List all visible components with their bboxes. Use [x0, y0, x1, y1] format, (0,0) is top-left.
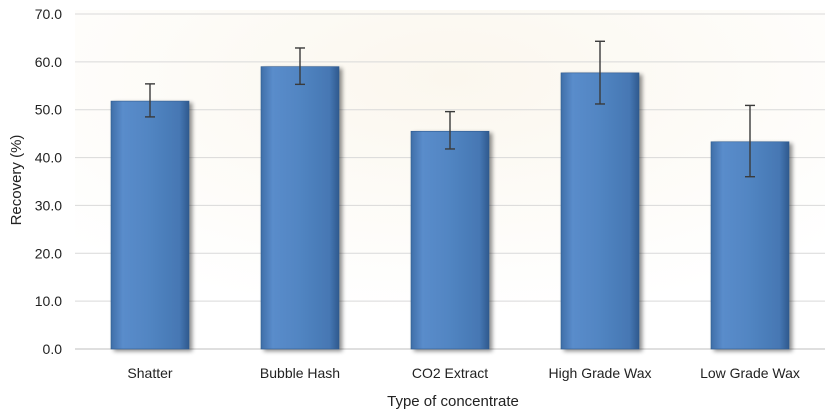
error-bar	[295, 47, 305, 86]
x-tick-label: Shatter	[127, 365, 172, 381]
x-axis-ticks: Shatter Bubble Hash CO2 Extract High Grade …	[127, 365, 800, 381]
bar	[260, 66, 340, 350]
error-bar	[745, 104, 755, 178]
y-axis-ticks: 0.0 10.0 20.0 30.0 40.0 50.0 60.0 70.0	[35, 6, 62, 357]
bar	[560, 72, 640, 350]
bar	[110, 100, 190, 350]
x-tick-label: High Grade Wax	[549, 365, 652, 381]
x-axis-title: Type of concentrate	[387, 393, 519, 410]
y-tick-label: 40.0	[35, 150, 62, 166]
error-bars	[145, 40, 755, 178]
x-tick-label: Low Grade Wax	[700, 365, 800, 381]
error-bar	[595, 40, 605, 105]
error-bar	[445, 110, 455, 150]
bars	[110, 66, 790, 350]
x-tick-label: Bubble Hash	[260, 365, 340, 381]
y-tick-label: 70.0	[35, 6, 62, 22]
y-tick-label: 10.0	[35, 293, 62, 309]
x-tick-label: CO2 Extract	[412, 365, 488, 381]
y-tick-label: 30.0	[35, 197, 62, 213]
error-bar	[145, 83, 155, 118]
y-tick-label: 0.0	[43, 341, 63, 357]
y-tick-label: 20.0	[35, 245, 62, 261]
y-tick-label: 50.0	[35, 102, 62, 118]
y-tick-label: 60.0	[35, 54, 62, 70]
y-axis-title: Recovery (%)	[8, 135, 25, 226]
bar	[410, 130, 490, 350]
